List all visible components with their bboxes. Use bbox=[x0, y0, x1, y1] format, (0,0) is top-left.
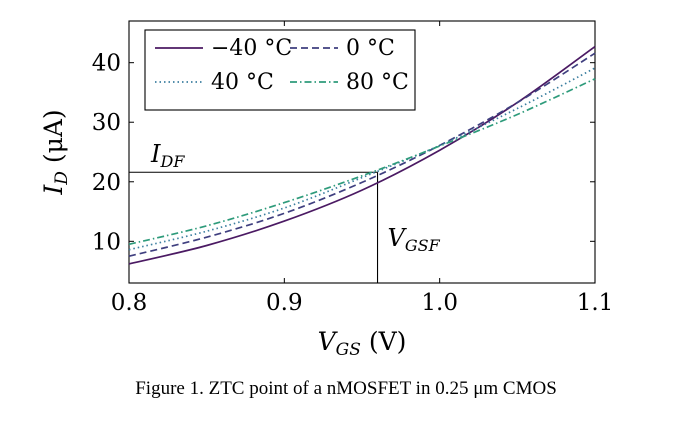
x-tick-label: 1.0 bbox=[421, 290, 458, 316]
series-line-2 bbox=[128, 67, 596, 251]
legend-box bbox=[144, 29, 416, 111]
series-line-1 bbox=[128, 52, 596, 258]
x-tick-label: 0.8 bbox=[111, 290, 148, 316]
reference-lines bbox=[129, 171, 379, 283]
axis-ticks bbox=[128, 21, 596, 283]
legend-label-2: 40 °C bbox=[211, 70, 274, 95]
y-tick-label: 40 bbox=[92, 51, 121, 77]
plot-frame bbox=[128, 20, 596, 284]
tick-labels: 0.8 0.9 1.0 1.1 10 20 30 40 bbox=[92, 51, 614, 316]
idf-annotation: IDF bbox=[150, 140, 185, 171]
y-tick-label: 10 bbox=[92, 229, 121, 255]
vgsf-annotation: VGSF bbox=[388, 224, 441, 255]
y-tick-label: 30 bbox=[92, 110, 121, 136]
legend: −40 °C 0 °C 40 °C 80 °C bbox=[144, 29, 416, 111]
y-axis-label: ID(μA) bbox=[39, 109, 72, 195]
y-tick-label: 20 bbox=[92, 170, 121, 196]
series-lines bbox=[128, 45, 596, 265]
figure-caption: Figure 1. ZTC point of a nMOSFET in 0.25… bbox=[135, 378, 557, 399]
legend-label-1: 0 °C bbox=[346, 36, 395, 61]
legend-label-3: 80 °C bbox=[346, 70, 409, 95]
x-tick-label: 0.9 bbox=[266, 290, 303, 316]
series-line-3 bbox=[128, 78, 596, 246]
legend-label-0: −40 °C bbox=[211, 36, 292, 61]
x-tick-label: 1.1 bbox=[577, 290, 614, 316]
x-axis-label: VGS (V) bbox=[318, 327, 407, 360]
